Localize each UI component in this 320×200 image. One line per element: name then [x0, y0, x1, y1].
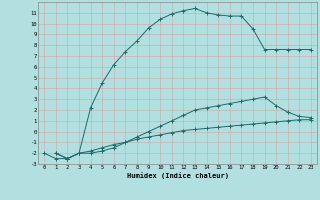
X-axis label: Humidex (Indice chaleur): Humidex (Indice chaleur): [127, 172, 228, 179]
